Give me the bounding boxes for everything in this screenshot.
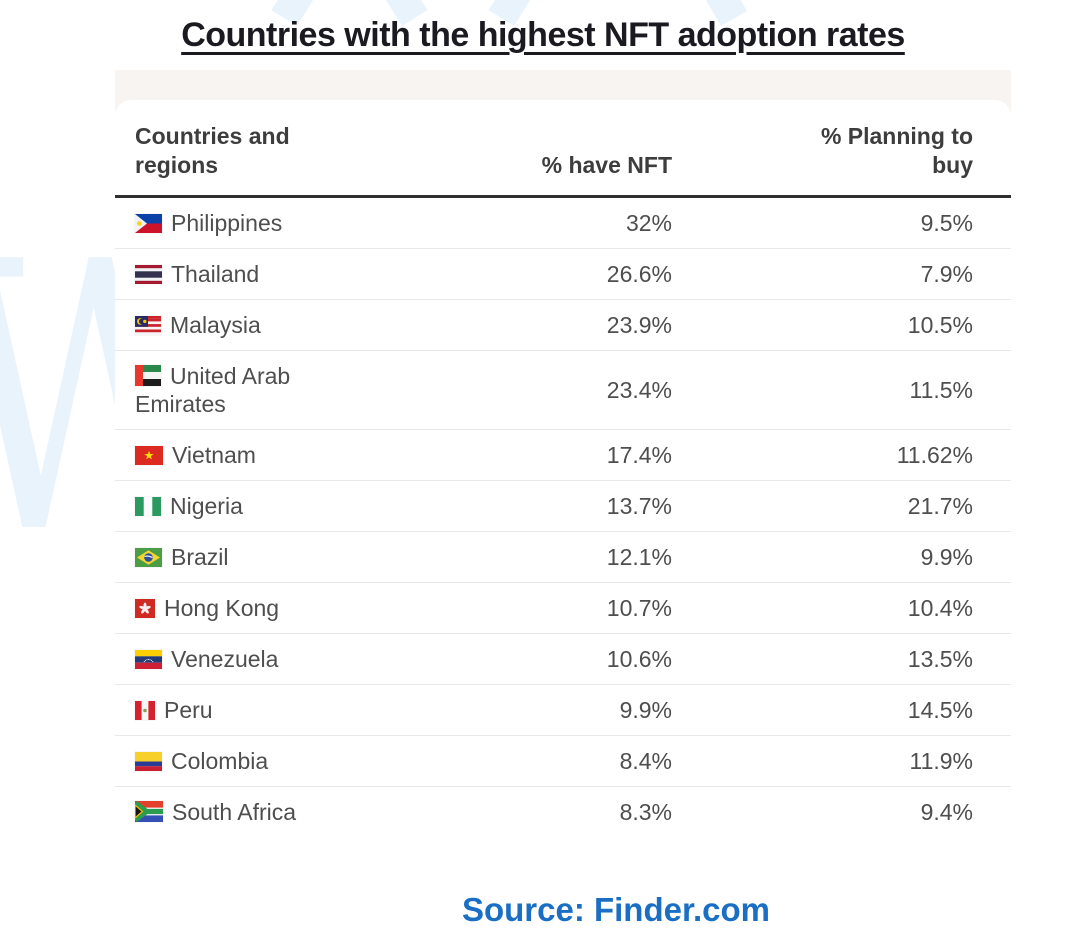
planning-to-buy-cell: 21.7% [672, 480, 1011, 532]
country-cell: South Africa [115, 786, 350, 837]
have-nft-cell: 17.4% [350, 429, 672, 481]
table-row: Thailand 26.6% 7.9% [115, 248, 1011, 300]
planning-to-buy-cell: 10.5% [672, 299, 1011, 351]
country-cell: Hong Kong [115, 582, 350, 634]
country-cell: United Arab Emirates [115, 350, 350, 430]
country-cell: Nigeria [115, 480, 350, 532]
table-row: Venezuela 10.6% 13.5% [115, 633, 1011, 685]
hong-kong-flag-icon [135, 599, 155, 618]
country-name: Colombia [171, 748, 269, 774]
have-nft-cell: 10.7% [350, 582, 672, 634]
country-name: South Africa [172, 799, 297, 825]
have-nft-cell: 23.4% [350, 350, 672, 430]
table-row: South Africa 8.3% 9.4% [115, 786, 1011, 837]
venezuela-flag-icon [135, 650, 162, 669]
table-row: Nigeria 13.7% 21.7% [115, 480, 1011, 532]
have-nft-cell: 10.6% [350, 633, 672, 685]
planning-to-buy-cell: 14.5% [672, 684, 1011, 736]
vietnam-flag-icon [135, 446, 163, 465]
have-nft-cell: 26.6% [350, 248, 672, 300]
thailand-flag-icon [135, 265, 162, 284]
colombia-flag-icon [135, 752, 162, 771]
have-nft-cell: 8.4% [350, 735, 672, 787]
uae-flag-icon [135, 365, 161, 386]
country-cell: Vietnam [115, 429, 350, 481]
planning-to-buy-cell: 11.5% [672, 350, 1011, 430]
country-name: Peru [164, 697, 213, 723]
country-cell: Peru [115, 684, 350, 736]
country-name: Brazil [171, 544, 229, 570]
peru-flag-icon [135, 701, 155, 720]
have-nft-cell: 32% [625, 210, 672, 236]
planning-to-buy-cell: 7.9% [672, 248, 1011, 300]
have-nft-cell: 9.9% [350, 684, 672, 736]
country-name: Hong Kong [164, 595, 280, 621]
nigeria-flag-icon [135, 497, 161, 516]
source-link[interactable]: Source: Finder.com [461, 891, 771, 928]
column-header-planning-to-buy-label: % Planning to buy [820, 123, 973, 178]
country-name: Vietnam [172, 442, 256, 468]
planning-to-buy-cell: 10.4% [672, 582, 1011, 634]
country-cell: Thailand [115, 248, 350, 300]
column-header-planning-to-buy: % Planning to buy [672, 100, 1011, 198]
country-name: Malaysia [170, 312, 261, 338]
column-header-countries-and-regions: Countries and regions [115, 100, 350, 198]
malaysia-flag-icon [135, 316, 161, 335]
planning-to-buy-cell: 11.62% [672, 429, 1011, 481]
country-cell: Brazil [115, 531, 350, 583]
header-row: Countries and regions % have NFT % Plann… [115, 100, 1011, 198]
table-row: Colombia 8.4% 11.9% [115, 735, 1011, 787]
have-nft-cell: 23.9% [350, 299, 672, 351]
country-cell: Colombia [115, 735, 350, 787]
table-row: Brazil 12.1% 9.9% [115, 531, 1011, 583]
table-card: Countries and regions % have NFT % Plann… [115, 100, 1011, 843]
have-nft-cell: 12.1% [350, 531, 672, 583]
country-name: Philippines [171, 210, 283, 236]
planning-to-buy-cell: 13.5% [672, 633, 1011, 685]
country-name: Nigeria [170, 493, 243, 519]
table-row: Vietnam 17.4% 11.62% [115, 429, 1011, 481]
country-name: Thailand [171, 261, 260, 287]
table-row: Peru 9.9% 14.5% [115, 684, 1011, 736]
brazil-flag-icon [135, 548, 162, 567]
page-title: Countries with the highest NFT adoption … [181, 16, 905, 54]
table-row: United Arab Emirates 23.4% 11.5% [115, 350, 1011, 430]
table-row: Philippines 32% 9.5% [115, 197, 1011, 249]
country-cell: Philippines [115, 197, 350, 249]
planning-to-buy-cell: 9.9% [672, 531, 1011, 583]
philippines-flag-icon [135, 214, 162, 233]
planning-to-buy-cell: 9.4% [672, 786, 1011, 837]
country-name: United Arab Emirates [135, 363, 291, 417]
country-name: Venezuela [171, 646, 279, 672]
have-nft-cell: 8.3% [350, 786, 672, 837]
have-nft-cell: 13.7% [350, 480, 672, 532]
south-africa-flag-icon [135, 801, 163, 822]
country-cell: Venezuela [115, 633, 350, 685]
planning-to-buy-cell: 9.5% [920, 210, 973, 236]
column-header-have-nft: % have NFT [350, 100, 672, 198]
country-cell: Malaysia [115, 299, 350, 351]
table-row: Malaysia 23.9% 10.5% [115, 299, 1011, 351]
planning-to-buy-cell: 11.9% [672, 735, 1011, 787]
table-row: Hong Kong 10.7% 10.4% [115, 582, 1011, 634]
nft-adoption-table: Countries and regions % have NFT % Plann… [115, 70, 1011, 843]
